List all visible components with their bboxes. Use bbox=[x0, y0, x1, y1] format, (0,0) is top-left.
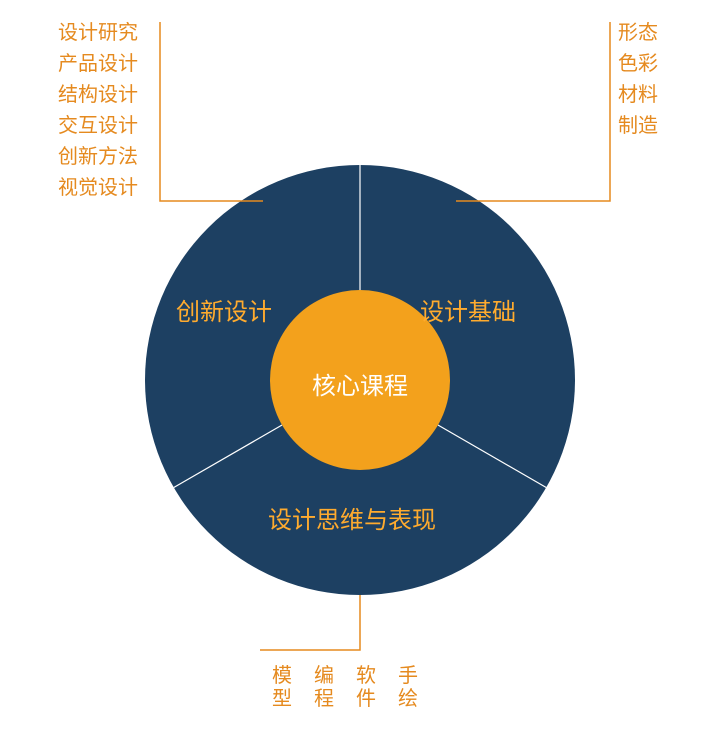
list-item: 色彩 bbox=[618, 49, 658, 80]
list-top-right: 形态色彩材料制造 bbox=[618, 18, 658, 142]
sector-label-bottom: 设计思维与表现 bbox=[268, 500, 436, 535]
list-item: 模型 bbox=[272, 665, 292, 711]
list-bottom: 模型编程软件手绘 bbox=[272, 665, 418, 711]
list-item: 交互设计 bbox=[58, 111, 138, 142]
diagram-canvas: 设计研究产品设计结构设计交互设计创新方法视觉设计 形态色彩材料制造 模型编程软件… bbox=[0, 0, 720, 735]
list-top-left: 设计研究产品设计结构设计交互设计创新方法视觉设计 bbox=[58, 18, 138, 204]
sector-label-top-right: 设计基础 bbox=[420, 292, 516, 327]
list-item: 制造 bbox=[618, 111, 658, 142]
list-item: 材料 bbox=[618, 80, 658, 111]
list-item: 创新方法 bbox=[58, 142, 138, 173]
center-label: 核心课程 bbox=[310, 366, 410, 401]
list-item: 形态 bbox=[618, 18, 658, 49]
list-item: 视觉设计 bbox=[58, 173, 138, 204]
list-item: 产品设计 bbox=[58, 49, 138, 80]
list-item: 设计研究 bbox=[58, 18, 138, 49]
list-item: 软件 bbox=[356, 665, 376, 711]
list-item: 手绘 bbox=[398, 665, 418, 711]
list-item: 编程 bbox=[314, 665, 334, 711]
list-item: 结构设计 bbox=[58, 80, 138, 111]
sector-label-top-left: 创新设计 bbox=[176, 292, 272, 327]
